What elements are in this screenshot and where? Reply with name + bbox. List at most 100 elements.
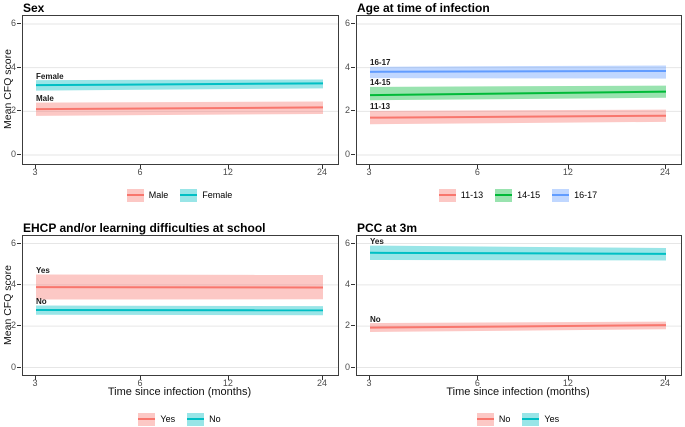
legend-key-line [438,193,456,196]
legend-key-swatch [495,188,513,202]
legend-item-male: Male [126,188,168,202]
x-tick-label: 6 [137,167,143,177]
legend-key-line [187,417,205,420]
y-tick-mark [351,366,355,368]
x-tick-mark [665,165,666,169]
legend-key-line [126,193,144,196]
series-label-14-15: 14-15 [370,78,391,88]
legend-key-swatch [187,412,205,426]
y-tick-mark [351,23,355,24]
x-tick-label: 3 [366,167,372,177]
y-tick-mark [351,66,355,68]
y-tick-label: 6 [344,237,350,248]
x-tick-label: 24 [316,167,327,177]
series-label-no: No [370,314,381,324]
x-tick-label: 3 [32,167,38,177]
legend-item-yes: Yes [138,412,176,426]
x-tick-label: 24 [659,167,670,177]
y-tick-label: 2 [10,105,16,116]
y-tick-mark [351,325,355,327]
legend-key-line [138,417,156,420]
legend-key-swatch [476,412,494,426]
x-tick-mark [369,165,370,169]
y-tick-mark [351,283,355,285]
y-tick-label: 6 [10,18,16,28]
legend-label: 16-17 [574,190,598,200]
series-label-female: Female [36,71,64,81]
y-tick-label: 4 [344,61,350,72]
y-tick-label: 0 [10,149,16,159]
x-tick-label: 12 [222,378,233,388]
x-tick-label: 6 [474,378,480,388]
x-tick-label: 6 [137,378,143,388]
x-tick-mark [665,376,666,380]
legend-item-female: Female [180,188,232,202]
y-tick-label: 0 [344,361,350,372]
plot-canvas [357,23,681,156]
series-label-no: No [36,297,47,306]
y-tick-label: 2 [344,320,350,331]
x-tick-mark [322,165,323,169]
x-tick-label: 3 [366,378,372,388]
y-tick-mark [17,366,21,368]
legend-item-14-15: 14-15 [495,188,540,202]
plot-canvas [357,243,681,368]
trend-line-11-13 [369,114,667,119]
x-tick-label: 3 [32,378,38,388]
x-tick-mark [322,376,323,380]
x-tick-mark [567,376,569,380]
y-tick-label: 6 [344,18,350,28]
plot-canvas [23,23,338,156]
trend-line-16-17 [369,69,667,73]
y-tick-mark [17,154,21,155]
x-tick-mark [477,165,479,169]
y-tick-mark [17,110,21,112]
x-axis-title: Time since infection (months) [107,386,252,398]
series-label-11-13: 11-13 [370,102,391,112]
panel-title: Age at time of infection [357,1,490,15]
legend-label: Yes [160,414,176,424]
x-tick-label: 12 [562,167,573,177]
series-label-yes: Yes [36,266,50,275]
legend-key-swatch [138,412,156,426]
x-tick-mark [369,376,370,380]
legend-label: No [209,414,221,424]
x-tick-label: 6 [474,167,480,177]
legend-key-line [495,193,513,196]
legend: No Yes [356,412,680,426]
legend-key-swatch [180,188,198,202]
x-tick-mark [227,376,229,380]
legend-label: No [498,414,511,424]
legend-label: 11-13 [460,190,484,200]
plot-canvas [23,243,338,368]
panel-title: PCC at 3m [357,221,418,235]
legend-key-line [180,193,198,196]
plot-area [22,15,339,165]
legend-key-swatch [552,188,570,202]
panel-title: Sex [23,1,45,15]
plot-area [356,15,682,165]
y-tick-mark [17,242,21,244]
x-tick-mark [140,376,142,380]
y-tick-label: 0 [344,149,350,159]
legend-label: Yes [544,414,560,424]
legend: Male Female [22,188,337,202]
y-tick-label: 4 [10,278,16,289]
y-tick-mark [17,325,21,327]
legend-key-swatch [126,188,144,202]
series-label-yes: Yes [370,237,384,247]
y-tick-mark [351,110,355,112]
legend: Yes No [22,412,337,426]
x-tick-mark [140,165,142,169]
series-label-16-17: 16-17 [370,58,391,68]
x-tick-label: 24 [316,378,327,388]
legend: 11-13 14-15 16-17 [356,188,680,202]
y-axis-title: Mean CFQ score [2,49,14,129]
y-tick-label: 2 [10,320,16,331]
legend-item-11-13: 11-13 [438,188,484,202]
legend-item-16-17: 16-17 [552,188,598,202]
y-tick-label: 0 [10,361,16,372]
y-tick-label: 4 [10,61,16,72]
y-tick-mark [17,23,21,24]
y-tick-mark [351,242,355,244]
